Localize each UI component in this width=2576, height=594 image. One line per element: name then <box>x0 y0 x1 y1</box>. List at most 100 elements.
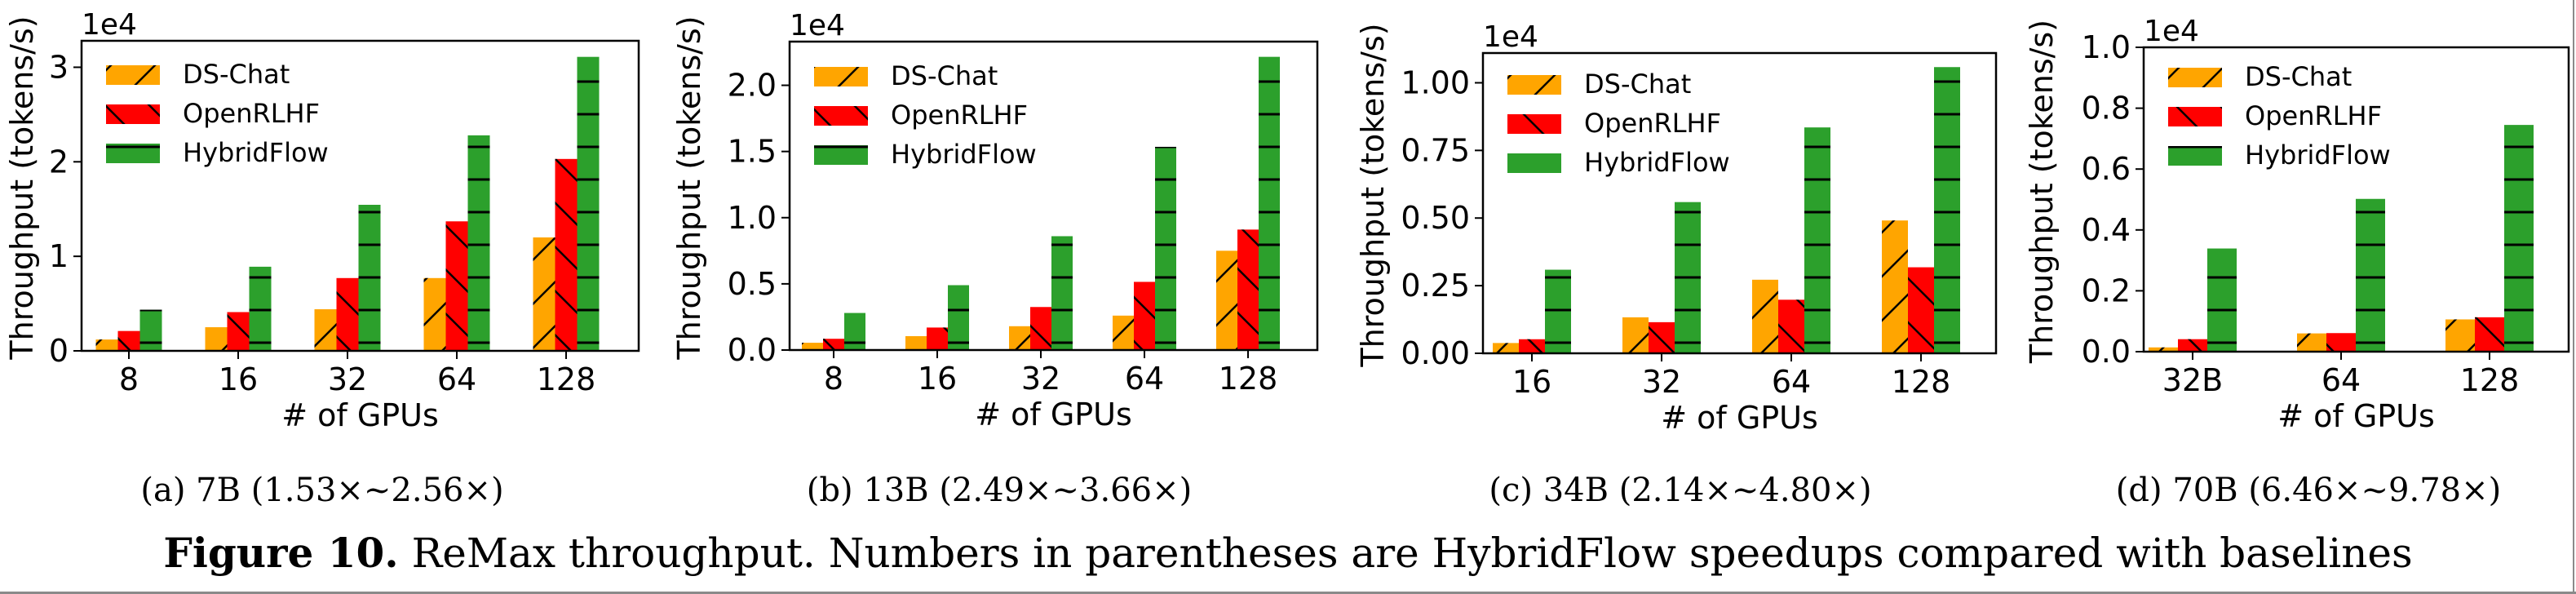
axes-frame <box>2142 46 2570 353</box>
y-tick-label: 2 <box>49 144 69 180</box>
y-tick-label: 0 <box>49 333 69 369</box>
axes-frame <box>788 40 1319 352</box>
bar-hatch-ds-chat-128 <box>533 237 555 351</box>
subplot-c: 0.00 0.25 0.50 0.75 1.00 16 32 64 128 # of GPUs Th… <box>1355 20 1998 436</box>
y-tick-label: 1.0 <box>728 200 777 236</box>
y-tick-label: 0.4 <box>2082 212 2131 248</box>
bar-hatch-hybridflow-16 <box>1545 269 1571 353</box>
bar-hatch-openrlhf-64 <box>445 221 468 351</box>
bar-hatch-openrlhf-32 <box>336 277 359 351</box>
bar-hatch-openrlhf-128 <box>1908 267 1934 353</box>
bar-hatch-ds-chat-32B <box>2149 347 2178 352</box>
y-axis-label: Throughput (tokens/s) <box>671 16 707 360</box>
legend-swatch-hatch-ds-chat <box>2168 68 2222 87</box>
bar-hatch-openrlhf-128 <box>555 158 578 351</box>
axes-frame <box>1481 51 1998 355</box>
legend-label-ds-chat: DS-Chat <box>891 60 998 91</box>
y-tick-label: 0.2 <box>2082 273 2131 308</box>
x-tick-label: 64 <box>1125 361 1164 397</box>
y-axis-label: Throughput (tokens/s) <box>1355 23 1391 367</box>
y-tick-label: 0.8 <box>2082 91 2131 126</box>
bar-hatch-hybridflow-16 <box>249 266 272 351</box>
x-tick-label: 64 <box>2321 362 2361 398</box>
y-tick-label: 0.5 <box>728 266 777 302</box>
bar-hatch-openrlhf-16 <box>927 327 948 350</box>
legend-swatch-hatch-hybridflow <box>1507 153 1561 173</box>
legend-label-hybridflow: HybridFlow <box>1584 147 1730 178</box>
bar-hatch-ds-chat-16 <box>1493 343 1519 353</box>
bar-hatch-ds-chat-128 <box>1216 250 1237 350</box>
legend-label-openrlhf: OpenRLHF <box>183 98 320 129</box>
y-tick-label: 0.25 <box>1401 268 1470 304</box>
bar-hatch-hybridflow-64 <box>2356 198 2385 352</box>
legend-label-openrlhf: OpenRLHF <box>891 100 1028 131</box>
bar-hatch-hybridflow-32 <box>1051 236 1073 350</box>
bar-hatch-openrlhf-32 <box>1649 321 1675 353</box>
figure-caption: Figure 10. ReMax throughput. Numbers in … <box>163 529 2412 577</box>
bar-hatch-openrlhf-16 <box>227 312 250 351</box>
bar-hatch-ds-chat-8 <box>95 339 118 351</box>
x-tick-label: 8 <box>824 361 843 397</box>
bar-hatch-ds-chat-64 <box>2297 333 2326 352</box>
y-tick-label: 1.0 <box>2082 29 2131 65</box>
legend-swatch-hatch-hybridflow <box>814 145 868 165</box>
legend-swatch-hatch-ds-chat <box>814 67 868 86</box>
bar-hatch-hybridflow-128 <box>1934 67 1960 354</box>
bar-hatch-hybridflow-32 <box>1675 202 1701 353</box>
x-axis-label: # of GPUs <box>281 397 439 433</box>
x-tick-label: 64 <box>437 361 476 397</box>
bar-hatch-hybridflow-64 <box>467 135 490 352</box>
bar-hatch-hybridflow-128 <box>1259 56 1280 351</box>
axes-frame <box>80 39 640 352</box>
bar-hatch-hybridflow-64 <box>1804 127 1830 353</box>
legend-swatch-hatch-hybridflow <box>106 144 160 163</box>
bar-hatch-openrlhf-32B <box>2178 339 2207 352</box>
page-frame-bottom <box>0 592 2576 594</box>
bar-hatch-hybridflow-32 <box>358 205 381 351</box>
bar-hatch-ds-chat-32 <box>314 309 337 351</box>
legend-label-ds-chat: DS-Chat <box>183 59 290 90</box>
bar-hatch-hybridflow-32B <box>2207 248 2237 352</box>
y-scale-label: 1e4 <box>790 9 845 42</box>
x-axis-label: # of GPUs <box>975 397 1132 432</box>
bar-hatch-ds-chat-16 <box>205 327 228 351</box>
legend-label-ds-chat: DS-Chat <box>1584 69 1691 100</box>
x-axis-label: # of GPUs <box>2277 398 2435 434</box>
subplot-d: 0.0 0.2 0.4 0.6 0.8 1.0 32B 64 128 # of GPUs Throu… <box>2024 15 2570 434</box>
figure-caption-text: ReMax throughput. Numbers in parentheses… <box>398 530 2413 577</box>
figure-caption-label: Figure 10. <box>163 529 399 577</box>
bar-hatch-ds-chat-128 <box>1882 220 1908 353</box>
bar-hatch-hybridflow-128 <box>577 56 600 351</box>
legend-swatch-hatch-ds-chat <box>1507 75 1561 95</box>
y-axis-label: Throughput (tokens/s) <box>2024 20 2060 364</box>
bar-hatch-ds-chat-32 <box>1009 326 1030 350</box>
x-tick-label: 128 <box>1892 364 1951 400</box>
bar-hatch-openrlhf-128 <box>1237 229 1259 350</box>
x-tick-label: 32B <box>2162 362 2223 398</box>
y-tick-label: 0.0 <box>2082 334 2131 370</box>
y-scale-label: 1e4 <box>2144 15 2199 48</box>
bar-hatch-hybridflow-8 <box>844 313 865 350</box>
y-tick-label: 0.0 <box>728 332 777 368</box>
bar-hatch-ds-chat-64 <box>1113 315 1134 350</box>
legend-label-ds-chat: DS-Chat <box>2245 61 2352 92</box>
bar-hatch-ds-chat-64 <box>423 277 446 351</box>
x-tick-label: 128 <box>2460 362 2520 398</box>
bar-hatch-openrlhf-32 <box>1030 307 1051 350</box>
subcaption-d: (d) 70B (6.46×~9.78×) <box>2115 472 2502 509</box>
bar-hatch-ds-chat-128 <box>2445 319 2475 352</box>
bar-hatch-hybridflow-8 <box>139 309 162 351</box>
x-tick-label: 32 <box>328 361 367 397</box>
bar-hatch-openrlhf-64 <box>2326 333 2356 352</box>
bar-hatch-hybridflow-16 <box>948 285 969 350</box>
bar-hatch-openrlhf-64 <box>1134 281 1155 350</box>
legend-swatch-hatch-openrlhf <box>2168 107 2222 126</box>
bar-hatch-ds-chat-16 <box>905 335 927 350</box>
bar-hatch-openrlhf-8 <box>823 339 844 350</box>
y-scale-label: 1e4 <box>1483 20 1538 54</box>
bar-hatch-hybridflow-64 <box>1155 146 1176 350</box>
x-tick-label: 32 <box>1021 361 1060 397</box>
x-tick-label: 16 <box>918 361 957 397</box>
legend-swatch-hatch-openrlhf <box>814 106 868 126</box>
